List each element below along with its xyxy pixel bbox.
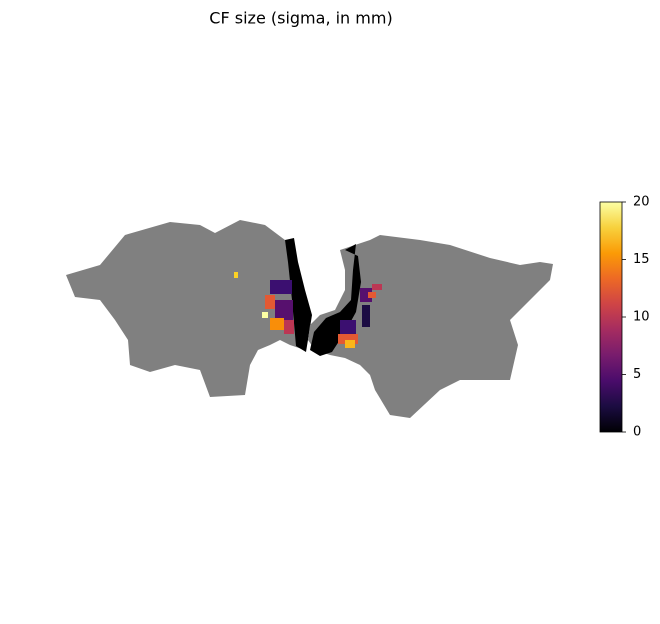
left-hemisphere — [66, 220, 305, 397]
right-medial-wall — [310, 244, 361, 356]
colorbar — [599, 201, 623, 433]
data-patches — [234, 272, 382, 348]
right-hemisphere — [308, 235, 553, 418]
left-medial-wall — [285, 238, 312, 352]
flatmap — [66, 220, 553, 418]
colorbar-tick-label: 10 — [633, 310, 650, 325]
chart-title: CF size (sigma, in mm) — [209, 9, 392, 28]
colorbar-tick-label: 20 — [633, 195, 650, 210]
colorbar-tick-label: 5 — [633, 367, 641, 382]
colorbar-tick-label: 15 — [633, 252, 650, 267]
colorbar-tick-label: 0 — [633, 425, 641, 440]
